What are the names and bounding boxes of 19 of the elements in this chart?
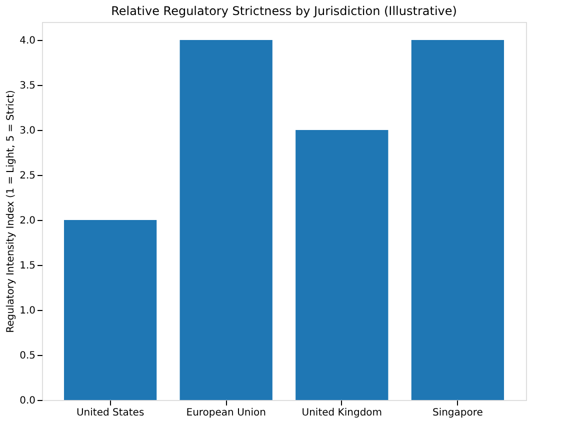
bar <box>180 40 272 400</box>
y-tick-label: 1.0 <box>20 306 36 316</box>
x-tick-label: Singapore <box>432 408 483 418</box>
y-tick-label: 0.5 <box>20 350 36 362</box>
y-tick-label: 0.0 <box>20 396 36 406</box>
y-tick-label: 3.5 <box>20 80 36 92</box>
bar <box>296 130 388 400</box>
x-tick-label: United Kingdom <box>302 408 382 418</box>
y-tick-label: 1.5 <box>20 260 36 272</box>
x-tick-label: European Union <box>186 408 266 418</box>
y-axis-title: Regulatory Intensity Index (1 = Light, 5 = Strict) <box>6 90 17 333</box>
y-tick-label: 3.0 <box>20 126 36 136</box>
bar <box>411 40 504 400</box>
y-tick-label: 4.0 <box>20 36 36 46</box>
bar <box>64 220 157 400</box>
x-tick-label: United States <box>76 408 144 418</box>
y-tick-label: 2.5 <box>20 170 36 182</box>
chart-title: Relative Regulatory Strictness by Jurisdiction (Illustrative) <box>111 4 457 18</box>
y-tick-label: 2.0 <box>20 216 36 226</box>
